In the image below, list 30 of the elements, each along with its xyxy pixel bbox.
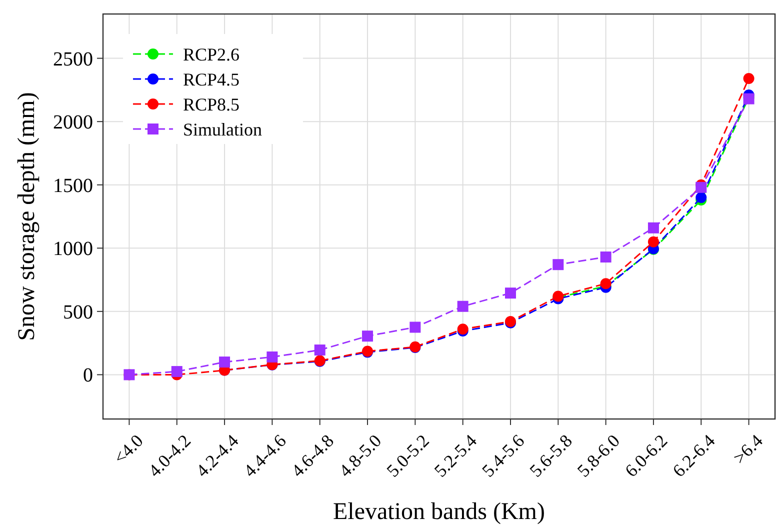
y-tick-label: 0 <box>83 364 93 387</box>
point <box>600 252 612 262</box>
x-tick-label: <4.0 <box>110 430 147 468</box>
point <box>171 366 182 378</box>
point <box>410 322 421 333</box>
legend-label: RCP2.6 <box>183 44 240 64</box>
legend-label: RCP4.5 <box>183 69 240 90</box>
point <box>314 344 326 356</box>
y-tick-label: 2500 <box>53 48 93 70</box>
y-tick-label: 2000 <box>53 112 93 134</box>
point <box>648 236 659 248</box>
point <box>600 278 612 290</box>
y-tick-label: 1000 <box>53 238 93 260</box>
point <box>696 192 707 204</box>
legend-label: Simulation <box>183 119 262 140</box>
x-axis-title: Elevation bands (Km) <box>333 499 545 525</box>
y-tick-label: 1500 <box>53 174 93 197</box>
point <box>219 356 230 368</box>
point <box>457 300 468 312</box>
point <box>648 222 659 234</box>
y-axis-title: Snow storage depth (mm) <box>14 92 40 341</box>
point <box>266 351 278 362</box>
point <box>743 73 754 84</box>
x-tick-label: >6.4 <box>729 430 767 468</box>
point <box>362 330 374 342</box>
point <box>696 182 707 193</box>
point <box>552 259 564 270</box>
y-tick-label: 500 <box>63 301 93 324</box>
legend-label: RCP8.5 <box>183 94 240 114</box>
point <box>504 288 516 299</box>
